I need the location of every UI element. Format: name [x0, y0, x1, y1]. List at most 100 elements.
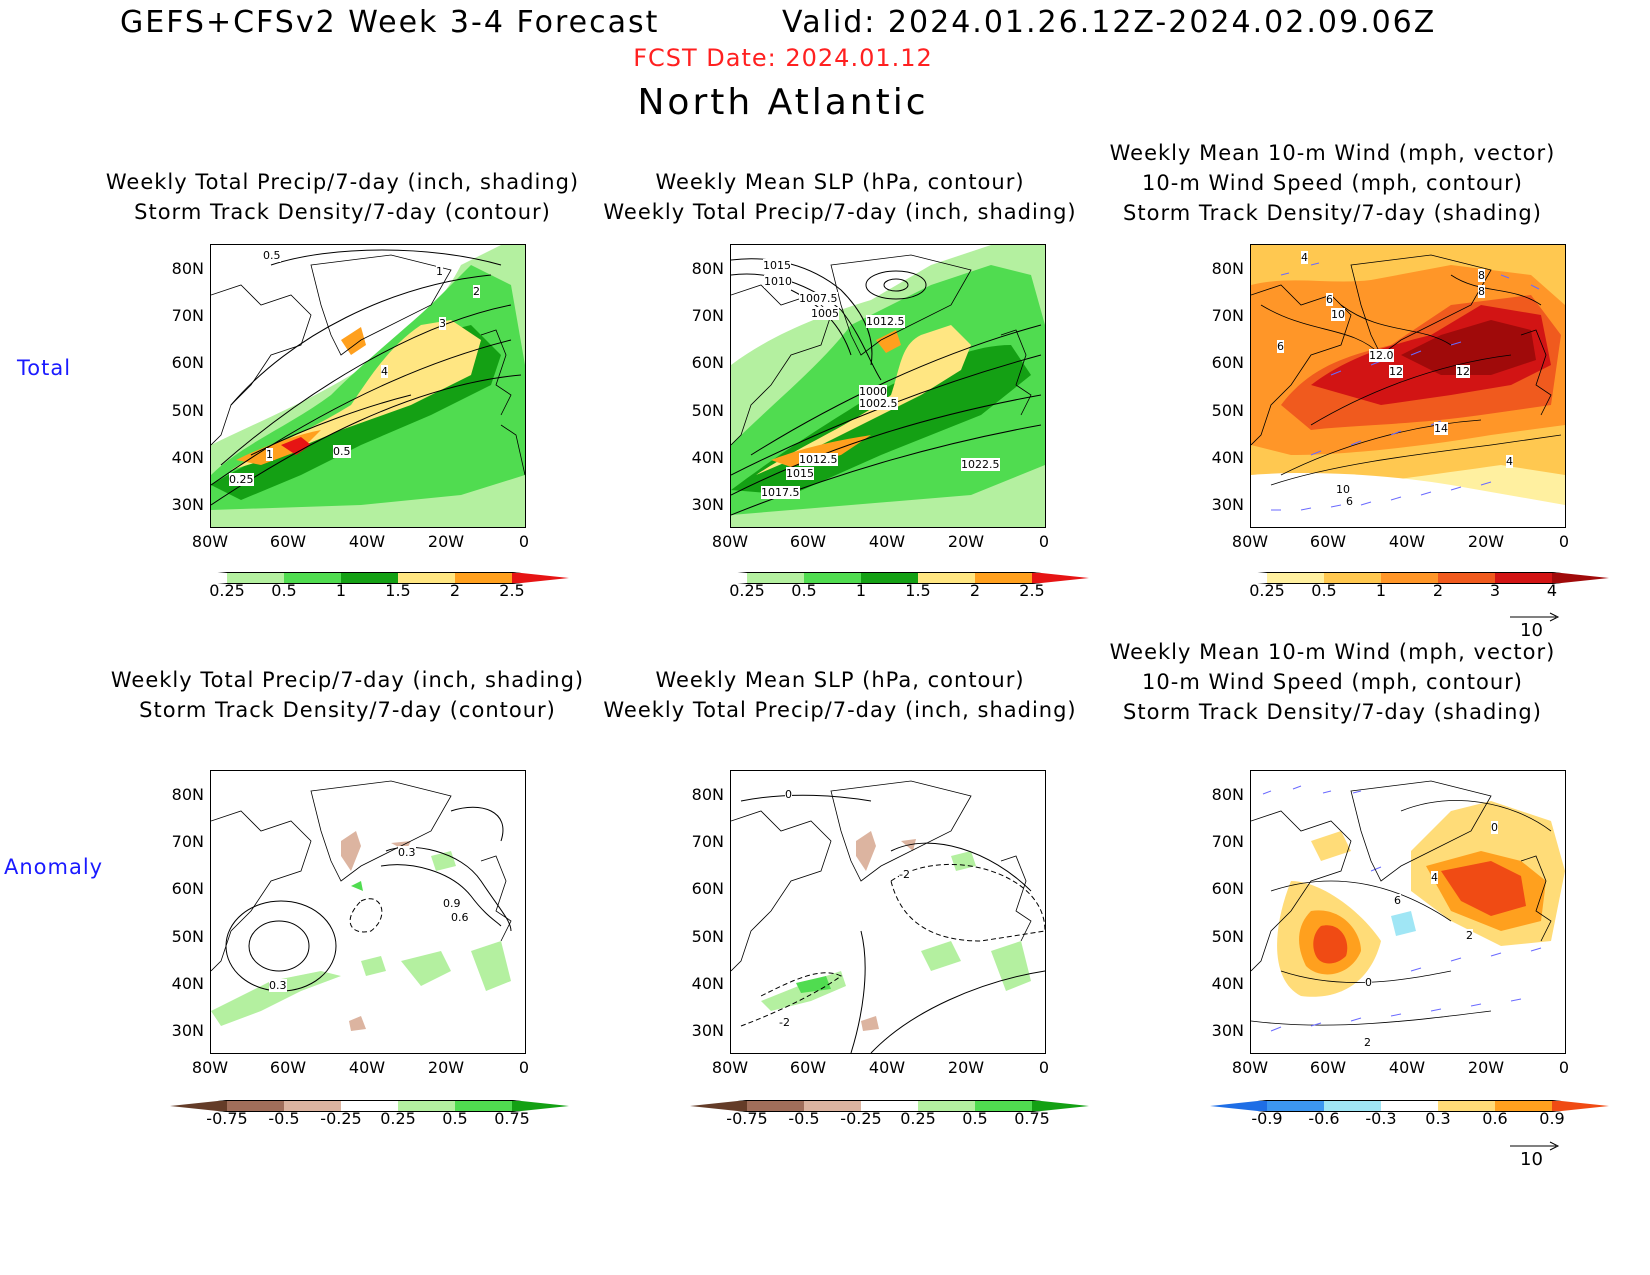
- panel-title-wind-anom: Weekly Mean 10-m Wind (mph, vector) 10-m…: [1100, 637, 1565, 727]
- colorbar-swatch: [1381, 1100, 1438, 1112]
- colorbar-label: 0.25: [900, 1109, 936, 1128]
- lat-tick-label: 50N: [691, 927, 724, 946]
- contour-label: -2: [899, 868, 910, 881]
- lon-tick-label: 60W: [789, 532, 827, 551]
- colorbar-swatch: [1324, 572, 1381, 584]
- colorbar-label: -0.6: [1308, 1109, 1340, 1128]
- row-label-anomaly: Anomaly: [4, 855, 104, 879]
- colorbar-swatch: [398, 572, 455, 584]
- colorbar-swatch: [455, 572, 512, 584]
- region-title: North Atlantic: [637, 82, 929, 123]
- colorbar: [170, 1100, 569, 1112]
- lat-tick-label: 80N: [691, 259, 724, 278]
- panel-title-wind-total: Weekly Mean 10-m Wind (mph, vector) 10-m…: [1100, 138, 1565, 228]
- lat-tick-label: 80N: [171, 785, 204, 804]
- lat-tick-label: 60N: [171, 879, 204, 898]
- colorbar-swatch: [804, 572, 861, 584]
- contour-label: 2: [1466, 929, 1473, 942]
- colorbar-swatch: [284, 572, 341, 584]
- lon-tick-label: 20W: [427, 1058, 465, 1077]
- colorbar-swatch: [747, 1100, 804, 1112]
- lon-tick-label: 40W: [348, 532, 386, 551]
- colorbar-swatch: [341, 1100, 398, 1112]
- lon-tick-label: 40W: [1388, 532, 1426, 551]
- colorbar-swatch: [284, 1100, 341, 1112]
- title-line: Weekly Mean 10-m Wind (mph, vector): [1109, 141, 1556, 165]
- lon-tick-label: 20W: [1467, 1058, 1505, 1077]
- colorbar-label: 1: [1375, 581, 1387, 600]
- panel-title-precip-total: Weekly Total Precip/7-day (inch, shading…: [95, 167, 590, 227]
- colorbar-label: 0.5: [271, 581, 297, 600]
- contour-label: 1015: [786, 467, 814, 480]
- contour-label: 1007.5: [799, 292, 838, 305]
- colorbar-swatch: [861, 572, 918, 584]
- lat-tick-label: 30N: [171, 1021, 204, 1040]
- lat-tick-label: 40N: [691, 448, 724, 467]
- colorbar-swatch: [804, 1100, 861, 1112]
- lon-tick-label: 0: [1038, 532, 1050, 551]
- title-line: Weekly Total Precip/7-day (inch, shading…: [603, 200, 1077, 224]
- colorbar-label: 1.5: [905, 581, 931, 600]
- panel-title-precip-anom: Weekly Total Precip/7-day (inch, shading…: [100, 665, 595, 725]
- lon-tick-label: 80W: [1231, 532, 1269, 551]
- colorbar-label: 0.5: [442, 1109, 468, 1128]
- colorbar-swatch: [1438, 1100, 1495, 1112]
- contour-label: 0.3: [269, 979, 287, 992]
- lon-tick-label: 80W: [191, 532, 229, 551]
- colorbar-swatch: [1381, 572, 1438, 584]
- colorbar: [690, 572, 1089, 584]
- colorbar-label: 0.5: [1311, 581, 1337, 600]
- colorbar-label: 2.5: [1019, 581, 1045, 600]
- lat-tick-label: 70N: [691, 306, 724, 325]
- row-label-total: Total: [17, 356, 72, 380]
- title-line: Storm Track Density/7-day (shading): [1123, 201, 1542, 225]
- lat-tick-label: 60N: [1211, 879, 1244, 898]
- colorbar-label: 0.5: [791, 581, 817, 600]
- colorbar-label: -0.25: [320, 1109, 362, 1128]
- colorbar-label: 1.5: [385, 581, 411, 600]
- colorbar-label: -0.75: [206, 1109, 248, 1128]
- title-line: Weekly Total Precip/7-day (inch, shading…: [110, 668, 585, 692]
- map-wind-anom: 0 4 2 0 6 2: [1250, 770, 1566, 1054]
- lon-tick-label: 0: [1558, 1058, 1570, 1077]
- contour-label: 12.0: [1369, 349, 1394, 362]
- vector-reference-anom: [1510, 1137, 1560, 1151]
- colorbar-label: 2: [449, 581, 461, 600]
- lat-tick-label: 50N: [171, 927, 204, 946]
- colorbar-swatch: [1495, 1100, 1552, 1112]
- lat-tick-label: 30N: [171, 495, 204, 514]
- colorbar-label: 2: [1432, 581, 1444, 600]
- contour-label: 0.5: [333, 445, 351, 458]
- lat-tick-label: 30N: [691, 495, 724, 514]
- lon-tick-label: 80W: [191, 1058, 229, 1077]
- colorbar-label: -0.9: [1251, 1109, 1283, 1128]
- contour-label: 0.9: [443, 897, 461, 910]
- colorbar-label: 0.75: [494, 1109, 530, 1128]
- contour-label: 0.6: [451, 911, 469, 924]
- colorbar-swatch: [861, 1100, 918, 1112]
- map-precip-anom: 0.3 0.9 0.6 0.3: [210, 770, 526, 1054]
- colorbar-label: 2: [969, 581, 981, 600]
- colorbar-swatch: [398, 1100, 455, 1112]
- lon-tick-label: 60W: [789, 1058, 827, 1077]
- colorbar-swatch: [975, 1100, 1032, 1112]
- colorbar-label: 0.5: [962, 1109, 988, 1128]
- lat-tick-label: 70N: [1211, 832, 1244, 851]
- panel-title-slp-anom: Weekly Mean SLP (hPa, contour) Weekly To…: [590, 665, 1090, 725]
- contour-label: 12: [1389, 365, 1403, 378]
- contour-label: 0.3: [398, 846, 416, 859]
- lat-tick-label: 50N: [171, 401, 204, 420]
- map-wind-total: 4 8 10 6 12.0 12 12 14 8 6 4 10 6: [1250, 244, 1566, 528]
- contour-label: 2: [473, 285, 480, 298]
- lon-tick-label: 20W: [947, 532, 985, 551]
- lat-tick-label: 40N: [1211, 974, 1244, 993]
- lon-tick-label: 60W: [269, 1058, 307, 1077]
- lat-tick-label: 70N: [171, 832, 204, 851]
- colorbar-swatch: [227, 1100, 284, 1112]
- lat-tick-label: 30N: [691, 1021, 724, 1040]
- colorbar-label: 2.5: [499, 581, 525, 600]
- contour-label: -2: [779, 1016, 790, 1029]
- contour-label: 6: [1326, 293, 1333, 306]
- lon-tick-label: 20W: [947, 1058, 985, 1077]
- forecast-title: GEFS+CFSv2 Week 3-4 Forecast: [120, 5, 660, 40]
